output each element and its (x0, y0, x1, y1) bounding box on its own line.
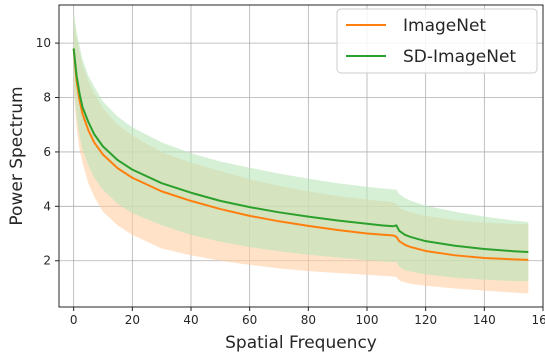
plot-frame (58, 4, 544, 308)
y-tick-label: 10 (36, 36, 51, 50)
y-tick-label: 2 (43, 254, 51, 268)
x-tick-label: 140 (473, 313, 496, 327)
x-tick-label: 80 (301, 313, 316, 327)
x-tick-label: 160 (532, 313, 545, 327)
x-tick-label: 0 (70, 313, 78, 327)
series-lines (72, 48, 529, 261)
confidence-bands (73, 10, 529, 294)
y-axis-label: Power Spectrum (7, 86, 27, 225)
y-tick-label: 4 (43, 199, 51, 213)
line-sd-imagenet (72, 48, 529, 254)
x-tick-label: 40 (183, 313, 198, 327)
x-tick-label: 100 (356, 313, 379, 327)
x-tick-label: 120 (414, 313, 437, 327)
y-tick-label: 6 (43, 145, 51, 159)
x-tick-label: 60 (242, 313, 257, 327)
y-tick-label: 8 (43, 91, 51, 105)
band-sd-imagenet (73, 10, 529, 282)
axis-ticks: 0 20 40 60 80 100 120 140 160 2 4 6 8 10 (36, 36, 545, 327)
legend-box (336, 8, 538, 74)
legend: ImageNet SD-ImageNet (336, 8, 538, 74)
legend-label-imagenet: ImageNet (403, 16, 486, 36)
line-imagenet (72, 48, 529, 261)
x-tick-label: 20 (125, 313, 140, 327)
legend-label-sd-imagenet: SD-ImageNet (403, 47, 516, 67)
x-axis-label: Spatial Frequency (225, 333, 377, 353)
